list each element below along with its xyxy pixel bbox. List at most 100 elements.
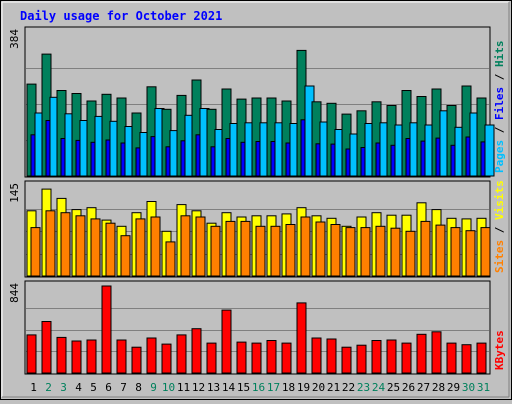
bar-kbytes-day-2 <box>41 321 52 374</box>
bar-sites-day-29 <box>450 227 461 277</box>
legend-entry: Pages <box>493 140 506 173</box>
bar-kbytes-day-4 <box>71 340 82 374</box>
bar-kbytes-day-15 <box>236 341 247 374</box>
bar-sites-day-20 <box>315 221 326 277</box>
day-label-15: 15 <box>237 381 250 394</box>
bar-kbytes-day-29 <box>446 342 457 374</box>
bar-kbytes-day-24 <box>371 340 382 374</box>
bar-kbytes-day-25 <box>386 339 397 374</box>
bar-kbytes-day-27 <box>416 333 427 374</box>
legend-entry: / <box>493 120 506 140</box>
bar-sites-day-6 <box>105 222 116 277</box>
legend-entry: KBytes <box>493 330 506 370</box>
day-label-28: 28 <box>432 381 445 394</box>
bar-sites-day-19 <box>300 216 311 277</box>
legend-entry: / <box>493 220 506 240</box>
day-label-6: 6 <box>105 381 112 394</box>
day-label-18: 18 <box>282 381 295 394</box>
panel-legend: Pages / Files / Hits <box>493 41 506 174</box>
panel-hits-files-pages: 384 Pages / Files / Hits <box>8 26 506 178</box>
day-label-27: 27 <box>417 381 430 394</box>
bar-sites-day-10 <box>165 241 176 277</box>
day-label-26: 26 <box>402 381 415 394</box>
day-label-11: 11 <box>177 381 190 394</box>
bar-kbytes-day-13 <box>206 342 217 374</box>
bar-sites-day-30 <box>465 230 476 277</box>
bar-sites-day-23 <box>360 227 371 277</box>
day-label-10: 10 <box>162 381 175 394</box>
bar-kbytes-day-12 <box>191 328 202 374</box>
bar-kbytes-day-8 <box>131 346 142 374</box>
bar-sites-day-17 <box>270 225 281 277</box>
bar-sites-day-15 <box>240 220 251 277</box>
y-max-label: 384 <box>8 29 21 49</box>
day-label-8: 8 <box>135 381 142 394</box>
legend-entry: Hits <box>493 41 506 68</box>
bar-kbytes-day-31 <box>476 342 487 374</box>
day-label-17: 17 <box>267 381 280 394</box>
bar-kbytes-day-16 <box>251 342 262 374</box>
bar-kbytes-day-1 <box>26 334 37 374</box>
x-axis-day-labels: 1 2 3 4 5 6 7 8 9 10 11 12 13 14 15 16 17 18 19 20 21 22 23 24 2… <box>30 381 490 394</box>
day-label-21: 21 <box>327 381 340 394</box>
bar-kbytes-day-9 <box>146 337 157 374</box>
legend-entry: / <box>493 67 506 87</box>
day-label-25: 25 <box>387 381 400 394</box>
bar-sites-day-12 <box>195 216 206 277</box>
bar-pages-day-31 <box>484 124 495 177</box>
day-label-19: 19 <box>297 381 310 394</box>
bar-sites-day-7 <box>120 235 131 277</box>
bar-kbytes-day-20 <box>311 337 322 374</box>
bar-sites-day-28 <box>435 224 446 277</box>
bar-sites-day-9 <box>150 216 161 277</box>
bar-kbytes-day-11 <box>176 334 187 374</box>
bar-kbytes-day-3 <box>56 336 67 374</box>
day-label-13: 13 <box>207 381 220 394</box>
legend-entry: Visits <box>493 180 506 220</box>
bar-sites-day-2 <box>45 210 56 277</box>
bar-sites-day-14 <box>225 220 236 277</box>
bar-sites-day-11 <box>180 215 191 277</box>
day-label-7: 7 <box>120 381 127 394</box>
bar-sites-day-3 <box>60 212 71 277</box>
day-label-30: 30 <box>462 381 475 394</box>
y-max-label: 844 <box>8 283 21 303</box>
bar-sites-day-16 <box>255 225 266 277</box>
panel-legend: KBytes <box>493 330 506 370</box>
bar-sites-day-31 <box>480 227 491 277</box>
bar-kbytes-day-14 <box>221 309 232 374</box>
day-label-2: 2 <box>45 381 52 394</box>
legend-entry: Files <box>493 87 506 120</box>
bar-kbytes-day-28 <box>431 331 442 374</box>
bar-sites-day-26 <box>405 230 416 277</box>
bar-sites-day-8 <box>135 218 146 277</box>
chart-title: Daily usage for October 2021 <box>20 9 222 23</box>
day-label-12: 12 <box>192 381 205 394</box>
y-max-label: 145 <box>8 183 21 203</box>
day-label-16: 16 <box>252 381 265 394</box>
bar-kbytes-day-18 <box>281 342 292 374</box>
chart-panels: 384 Pages / Files / Hits 145 Sites / Visits… <box>8 26 506 375</box>
bar-sites-day-4 <box>75 215 86 277</box>
day-label-23: 23 <box>357 381 370 394</box>
bar-sites-day-13 <box>210 225 221 277</box>
panel-visits-sites: 145 Sites / Visits <box>8 180 506 278</box>
day-label-14: 14 <box>222 381 236 394</box>
day-label-29: 29 <box>447 381 460 394</box>
bar-kbytes-day-10 <box>161 343 172 374</box>
bar-sites-day-5 <box>90 218 101 277</box>
bar-kbytes-day-17 <box>266 340 277 374</box>
day-label-22: 22 <box>342 381 355 394</box>
bar-kbytes-day-26 <box>401 342 412 374</box>
bar-sites-day-27 <box>420 220 431 277</box>
panel-legend: Sites / Visits <box>493 180 506 273</box>
bar-kbytes-day-30 <box>461 344 472 374</box>
bar-sites-day-22 <box>345 227 356 277</box>
bar-sites-day-1 <box>30 227 41 277</box>
day-label-24: 24 <box>372 381 386 394</box>
day-label-1: 1 <box>30 381 37 394</box>
bar-kbytes-day-21 <box>326 338 337 374</box>
bar-kbytes-day-19 <box>296 302 307 374</box>
bar-sites-day-18 <box>285 224 296 277</box>
